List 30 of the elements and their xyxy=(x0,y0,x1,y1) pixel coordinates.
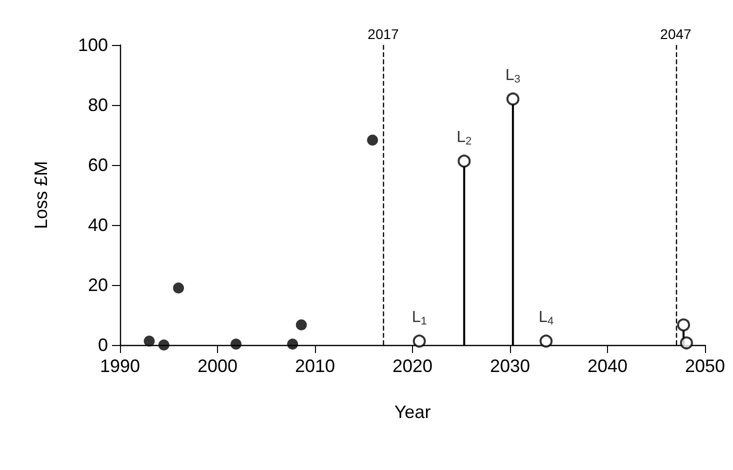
point xyxy=(540,334,553,348)
x-tick-label: 2010 xyxy=(294,356,336,376)
x-tick-label: 1990 xyxy=(100,356,140,376)
x-tick-label: 2030 xyxy=(490,356,530,376)
y-tick-label: 20 xyxy=(88,275,108,295)
x-tick-label: 2040 xyxy=(587,356,628,376)
point xyxy=(173,282,184,294)
point xyxy=(230,338,242,350)
point xyxy=(287,338,298,350)
x-tick-label: 2020 xyxy=(392,356,433,376)
point xyxy=(144,336,155,347)
point xyxy=(158,340,170,350)
point xyxy=(412,334,426,348)
y-tick-label: 40 xyxy=(88,215,108,235)
point xyxy=(296,319,307,330)
y-axis-title: Loss £M xyxy=(31,160,51,230)
point xyxy=(506,92,520,106)
point xyxy=(677,318,690,332)
x-axis-title: Year xyxy=(394,402,431,422)
point xyxy=(680,336,693,350)
ref-line-label: 2047 xyxy=(660,26,692,42)
ref-line-label: 2017 xyxy=(368,26,400,42)
y-tick-label: 60 xyxy=(88,155,108,175)
y-tick-label: 0 xyxy=(98,335,108,355)
x-tick-label: 2050 xyxy=(684,356,726,376)
point xyxy=(367,134,378,146)
y-tick-label: 80 xyxy=(88,95,108,115)
x-tick-label: 2000 xyxy=(197,356,238,376)
point xyxy=(458,154,471,168)
y-tick-label: 100 xyxy=(78,35,108,55)
